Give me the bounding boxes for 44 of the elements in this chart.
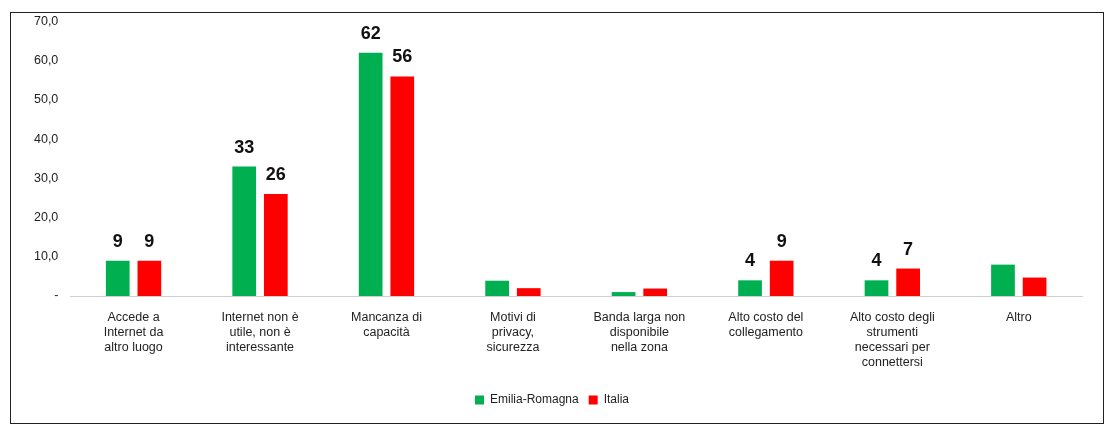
x-tick-label: Alto costo degli strumenti necessari per connettersi — [849, 309, 935, 369]
y-tick-label: 60,0 — [33, 53, 59, 68]
y-tick-label: 10,0 — [33, 249, 59, 264]
data-label: 9 — [776, 230, 787, 251]
y-tick-label: - — [54, 288, 59, 303]
data-label: 56 — [392, 46, 413, 67]
bar — [390, 76, 415, 296]
x-tick-label: Accede a Internet da altro luogo — [103, 309, 164, 354]
y-tick-label: 30,0 — [33, 170, 59, 185]
bar — [516, 288, 541, 296]
bar — [738, 280, 762, 296]
legend-label: Emilia-Romagna — [489, 392, 579, 407]
bar — [485, 280, 509, 296]
bar — [1022, 277, 1047, 296]
bar — [137, 260, 162, 296]
bar — [358, 52, 383, 296]
data-label: 9 — [144, 230, 155, 251]
x-tick-label: Alto costo del collegamento — [728, 309, 804, 339]
bar — [232, 166, 257, 296]
bar — [896, 268, 920, 296]
y-tick-label: 40,0 — [33, 131, 59, 146]
bar — [263, 194, 288, 296]
data-label: 9 — [112, 230, 123, 251]
x-tick-label: Mancanza di capacità — [351, 309, 422, 339]
bar — [769, 260, 794, 296]
bar — [105, 260, 130, 296]
data-label: 26 — [265, 164, 286, 185]
bar — [643, 288, 668, 296]
x-tick-label: Motivi di privacy, sicurezza — [486, 309, 540, 354]
data-label: 4 — [871, 250, 882, 271]
y-tick-label: 70,0 — [33, 13, 59, 28]
bar — [991, 264, 1015, 296]
data-label: 62 — [360, 22, 381, 43]
x-tick-label: Banda larga non disponibile nella zona — [593, 309, 686, 354]
data-label: 7 — [903, 238, 914, 259]
bar — [864, 280, 889, 296]
x-tick-label: Internet non è utile, non è interessante — [221, 309, 299, 354]
y-tick-label: 50,0 — [33, 92, 59, 107]
legend-label: Italia — [603, 392, 630, 407]
y-tick-label: 20,0 — [33, 210, 59, 225]
data-label: 4 — [745, 250, 756, 271]
x-tick-label: Altro — [1005, 309, 1032, 324]
data-label: 33 — [234, 136, 255, 157]
bar — [611, 292, 636, 296]
